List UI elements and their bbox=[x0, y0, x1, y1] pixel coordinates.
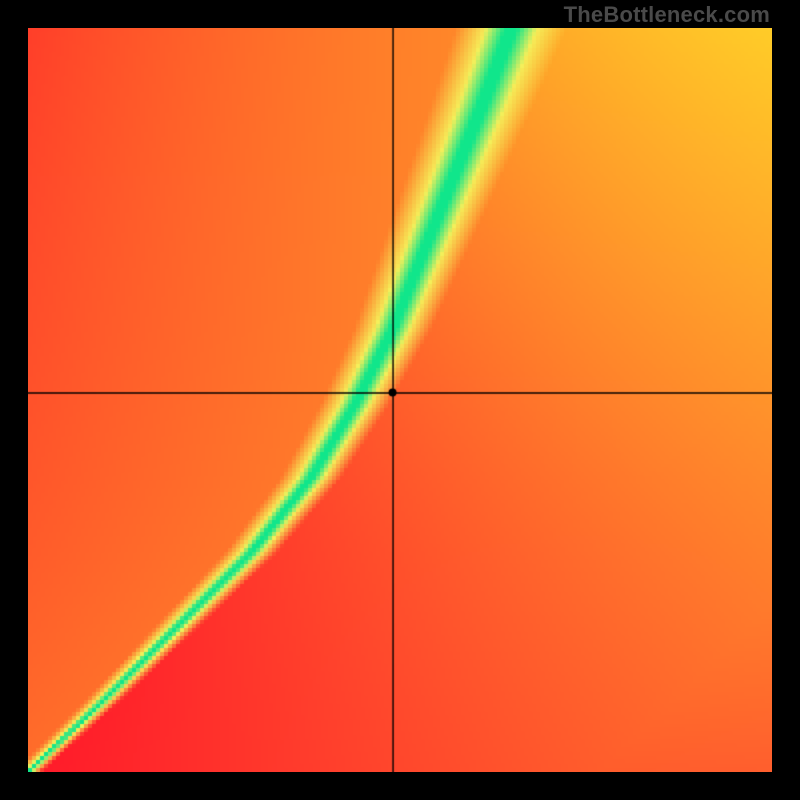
heatmap-plot bbox=[28, 28, 772, 772]
heatmap-canvas bbox=[28, 28, 772, 772]
watermark-text: TheBottleneck.com bbox=[564, 2, 770, 28]
chart-frame: TheBottleneck.com bbox=[0, 0, 800, 800]
